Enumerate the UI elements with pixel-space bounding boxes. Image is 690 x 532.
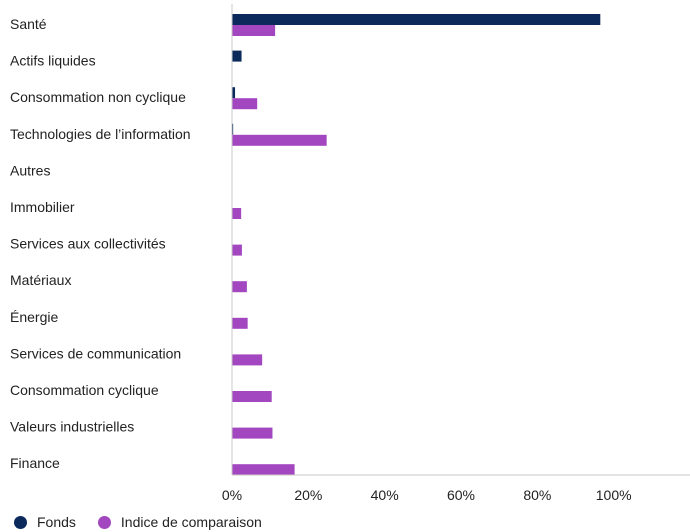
bar-fonds	[232, 50, 242, 62]
bar-indice	[232, 134, 327, 146]
bar-chart: Santé Actifs liquides Consommation non cyc…	[10, 4, 690, 503]
category-label: Énergie	[10, 309, 58, 325]
x-tick-label: 100%	[596, 487, 632, 503]
category-label: Santé	[10, 16, 47, 32]
bars	[232, 14, 601, 476]
legend: Fonds Indice de comparaison	[14, 513, 284, 531]
category-label: Technologies de l’information	[10, 126, 191, 142]
x-tick-label: 0%	[222, 487, 242, 503]
x-tick-labels: 0% 20% 40% 60% 80% 100%	[222, 487, 632, 503]
bar-indice	[232, 244, 242, 256]
bar-fonds	[232, 123, 234, 135]
category-label: Consommation non cyclique	[10, 89, 186, 105]
category-label: Services aux collectivités	[10, 236, 166, 252]
category-labels: Santé Actifs liquides Consommation non cyc…	[10, 16, 191, 471]
bar-indice	[232, 391, 272, 402]
category-label: Matériaux	[10, 272, 71, 288]
bar-indice	[232, 208, 242, 219]
category-label: Services de communication	[10, 345, 181, 361]
x-tick-label: 80%	[523, 487, 551, 503]
legend-swatch-fonds	[14, 515, 27, 529]
category-label: Valeurs industrielles	[10, 419, 134, 435]
bar-indice	[232, 464, 295, 476]
legend-swatch-indice	[97, 515, 111, 529]
category-label: Autres	[10, 162, 50, 178]
x-tick-label: 20%	[294, 487, 322, 503]
x-tick-label: 40%	[371, 487, 399, 503]
legend-item-indice: Indice de comparaison	[97, 514, 262, 530]
category-label: Immobilier	[10, 199, 75, 215]
category-label: Finance	[10, 455, 60, 471]
bar-fonds	[232, 14, 601, 25]
bar-indice	[232, 281, 247, 293]
bar-indice	[232, 98, 258, 110]
legend-label-indice: Indice de comparaison	[120, 514, 262, 530]
bar-indice	[232, 317, 248, 329]
x-tick-label: 60%	[447, 487, 475, 503]
category-label: Consommation cyclique	[10, 382, 159, 398]
bar-indice	[232, 25, 276, 36]
bar-indice	[232, 427, 273, 439]
category-label: Actifs liquides	[10, 53, 96, 69]
legend-item-fonds: Fonds	[14, 514, 76, 530]
bar-indice	[232, 354, 263, 366]
legend-label-fonds: Fonds	[37, 514, 76, 530]
bar-fonds	[232, 87, 236, 99]
